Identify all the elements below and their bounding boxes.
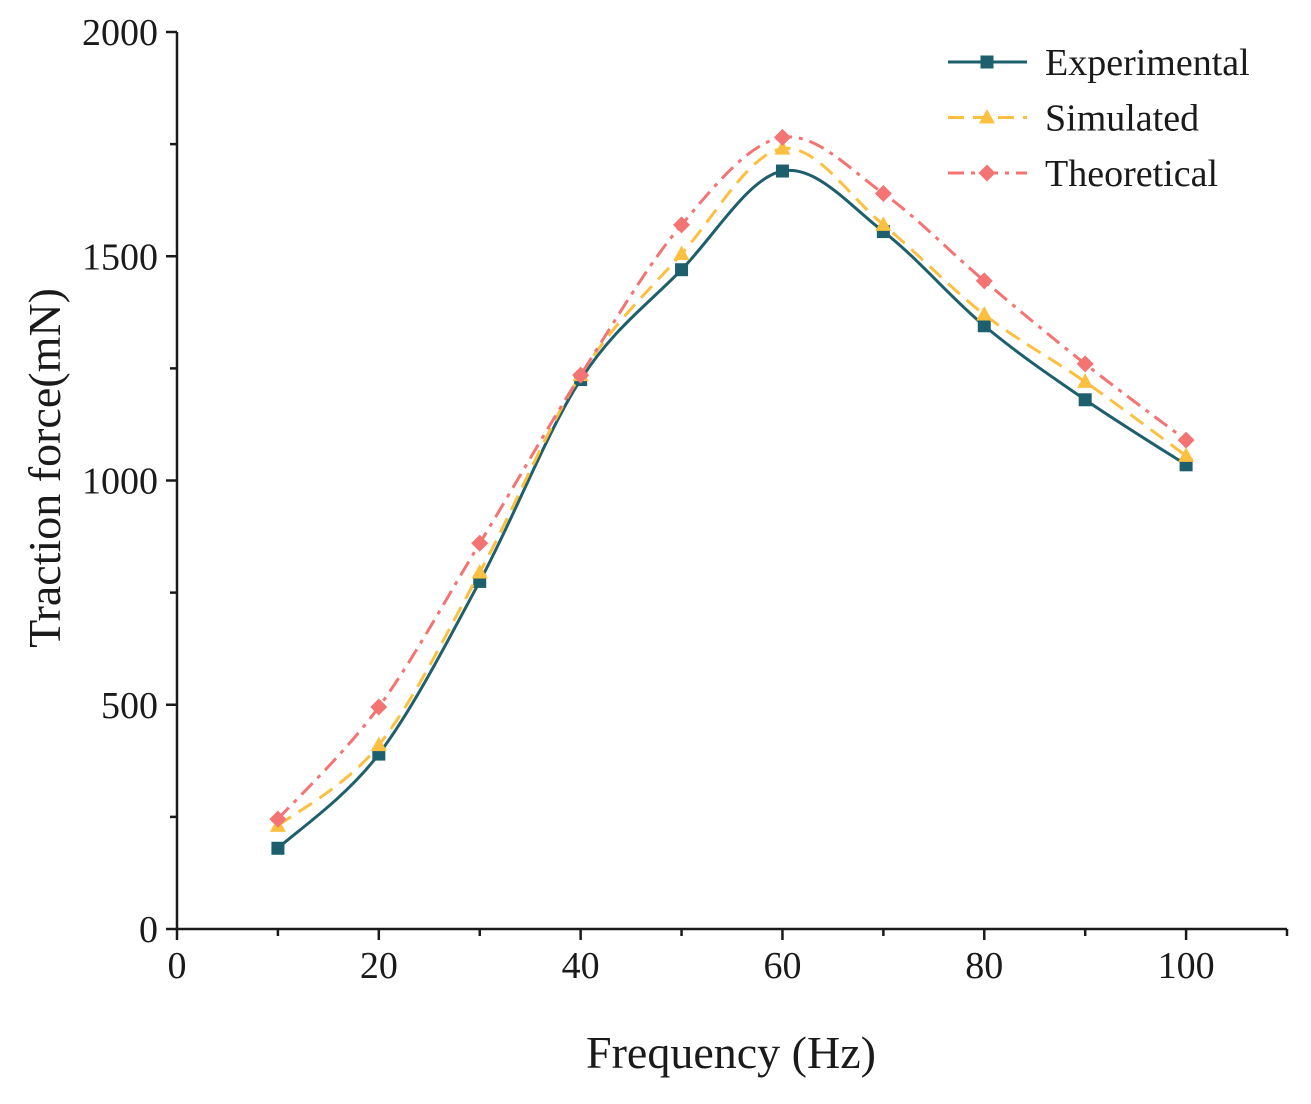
- theoretical-data-point: [874, 184, 892, 202]
- theoretical-line: [276, 135, 1187, 821]
- theoretical-data-point: [773, 128, 791, 146]
- legend-label: Simulated: [1045, 98, 1199, 140]
- y-axis-title: Traction force(mN): [19, 288, 70, 648]
- theoretical-data-point: [269, 810, 287, 828]
- legend-label: Theoretical: [1045, 153, 1218, 195]
- x-tick-label: 60: [763, 945, 801, 987]
- x-tick-label: 40: [562, 945, 600, 987]
- theoretical-data-point: [1076, 355, 1094, 373]
- simulated-data-point: [774, 140, 791, 155]
- legend-item-theoretical: Theoretical: [948, 153, 1218, 195]
- theoretical-data-point: [471, 534, 489, 552]
- legend: Experimental Simulated Theoretical: [948, 42, 1250, 195]
- experimental-data-point: [271, 841, 285, 855]
- experimental-data-point: [977, 319, 991, 333]
- experimental-line: [276, 168, 1187, 850]
- x-tick-label: 20: [360, 945, 398, 987]
- experimental-data-point: [675, 263, 689, 277]
- legend-item-experimental: Experimental: [948, 42, 1250, 84]
- simulated-data-point: [1077, 373, 1094, 388]
- experimental-series: [271, 164, 1193, 855]
- legend-label: Experimental: [1045, 42, 1250, 84]
- simulated-line: [276, 147, 1187, 828]
- simulated-data-point: [1178, 447, 1195, 462]
- simulated-data-point: [875, 216, 892, 231]
- x-tick-label: 0: [168, 945, 187, 987]
- legend-marker: [980, 55, 994, 69]
- legend-item-simulated: Simulated: [948, 98, 1199, 140]
- y-tick-label: 1000: [82, 461, 158, 503]
- y-tick-label: 2000: [82, 12, 158, 54]
- theoretical-data-point: [572, 366, 590, 384]
- simulated-series: [269, 140, 1195, 832]
- x-tick-label: 100: [1158, 945, 1215, 987]
- x-tick-label: 80: [965, 945, 1003, 987]
- experimental-data-point: [1078, 393, 1092, 407]
- y-tick-label: 0: [139, 909, 158, 951]
- y-tick-label: 500: [101, 685, 158, 727]
- theoretical-data-point: [370, 698, 388, 716]
- theoretical-series: [269, 128, 1195, 828]
- theoretical-data-point: [975, 272, 993, 290]
- experimental-data-point: [775, 164, 789, 178]
- simulated-data-point: [673, 245, 690, 261]
- legend-marker: [979, 109, 995, 124]
- x-axis-title: Frequency (Hz): [586, 1027, 876, 1078]
- theoretical-data-point: [673, 216, 691, 234]
- legend-marker: [978, 164, 996, 182]
- simulated-data-point: [370, 736, 387, 752]
- simulated-data-point: [471, 563, 488, 579]
- theoretical-data-point: [1177, 431, 1195, 449]
- plot-series: [269, 128, 1195, 855]
- y-tick-label: 1500: [82, 236, 158, 278]
- simulated-data-point: [976, 306, 993, 321]
